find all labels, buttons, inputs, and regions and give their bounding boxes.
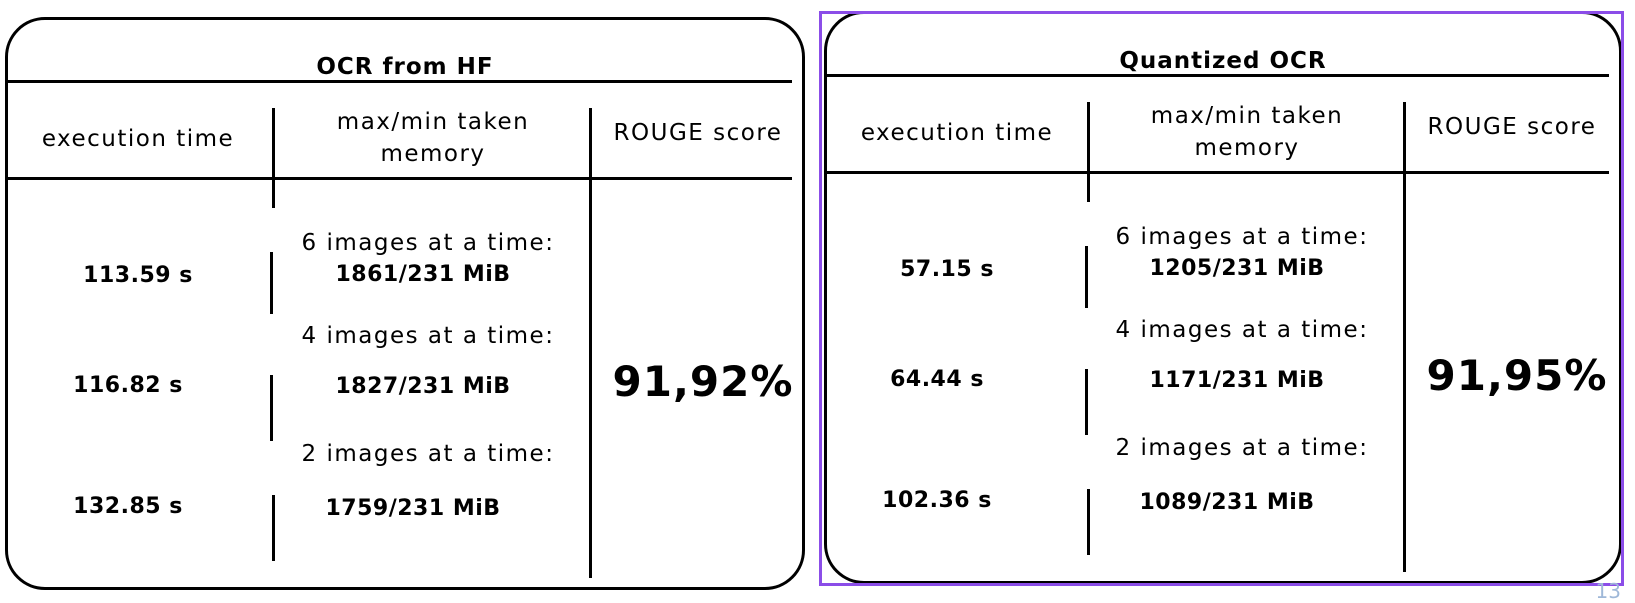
col-divider <box>1085 246 1088 308</box>
col-divider <box>1403 102 1406 572</box>
header-memory: max/min taken memory <box>336 109 530 167</box>
table-title: OCR from HF <box>316 54 494 80</box>
header-memory: max/min taken memory <box>1150 103 1344 161</box>
title-divider <box>827 74 1609 77</box>
execution-time-value: 64.44 s <box>890 367 984 392</box>
row-subheading: 2 images at a time: <box>1115 435 1369 461</box>
memory-value: 1205/231 MiB <box>1149 256 1325 281</box>
col-divider <box>272 495 275 561</box>
rouge-score-value: 91,92% <box>612 357 794 406</box>
col-divider <box>270 252 273 314</box>
table-title: Quantized OCR <box>1119 48 1327 74</box>
row-subheading: 6 images at a time: <box>1115 224 1369 250</box>
row-subheading: 4 images at a time: <box>1115 317 1369 343</box>
execution-time-value: 132.85 s <box>73 494 183 519</box>
col-divider <box>1087 489 1090 555</box>
row-subheading: 4 images at a time: <box>301 323 555 349</box>
row-subheading: 2 images at a time: <box>301 441 555 467</box>
ocr-hf-table: OCR from HF execution time max/min taken… <box>5 17 805 590</box>
memory-value: 1759/231 MiB <box>325 496 501 521</box>
header-rouge-score: ROUGE score <box>1427 114 1597 140</box>
header-divider <box>827 171 1609 174</box>
col-divider <box>270 375 273 441</box>
memory-value: 1089/231 MiB <box>1139 490 1315 515</box>
header-execution-time: execution time <box>860 120 1054 146</box>
memory-value: 1171/231 MiB <box>1149 368 1325 393</box>
col-divider <box>1085 369 1088 435</box>
memory-value: 1861/231 MiB <box>335 262 511 287</box>
execution-time-value: 113.59 s <box>83 263 193 288</box>
execution-time-value: 57.15 s <box>900 257 994 282</box>
col-divider <box>589 108 592 578</box>
row-subheading: 6 images at a time: <box>301 230 555 256</box>
header-divider <box>8 177 792 180</box>
col-divider <box>272 108 275 208</box>
execution-time-value: 116.82 s <box>73 373 183 398</box>
execution-time-value: 102.36 s <box>882 488 992 513</box>
quantized-ocr-table: Quantized OCR execution time max/min tak… <box>824 11 1622 584</box>
page-number: 13 <box>1595 579 1621 603</box>
rouge-score-value: 91,95% <box>1426 351 1608 400</box>
memory-value: 1827/231 MiB <box>335 374 511 399</box>
header-execution-time: execution time <box>41 126 235 152</box>
header-rouge-score: ROUGE score <box>613 120 783 146</box>
title-divider <box>8 80 792 83</box>
col-divider <box>1087 102 1090 202</box>
